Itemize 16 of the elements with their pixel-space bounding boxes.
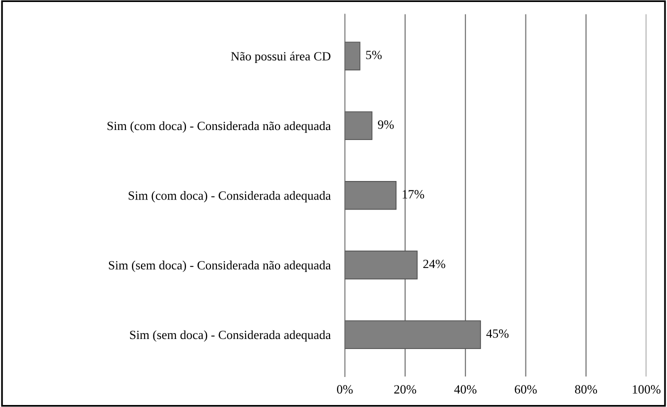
x-tick-label: 100% <box>632 385 660 394</box>
y-tick-label: Sim (sem doca) - Considerada não adequada <box>108 260 331 272</box>
data-label: 9% <box>378 120 394 129</box>
x-tick-label: 20% <box>394 385 416 394</box>
y-tick-label: Sim (com doca) - Considerada adequada <box>128 191 331 202</box>
x-tick-label: 0% <box>336 385 353 394</box>
data-label: 17% <box>402 190 424 199</box>
x-tick-label: 40% <box>454 385 476 394</box>
y-tick-label: Não possui área CD <box>230 52 330 64</box>
x-tick-label: 80% <box>575 385 598 394</box>
data-label: 5% <box>366 50 382 60</box>
y-tick-label: Sim (sem doca) - Considerada adequada <box>130 330 331 342</box>
y-tick-label: Sim (com doca) - Considerada não adequada <box>108 121 331 133</box>
data-label: 24% <box>423 260 446 268</box>
x-tick-label: 60% <box>514 385 537 394</box>
data-label: 45% <box>486 329 509 338</box>
